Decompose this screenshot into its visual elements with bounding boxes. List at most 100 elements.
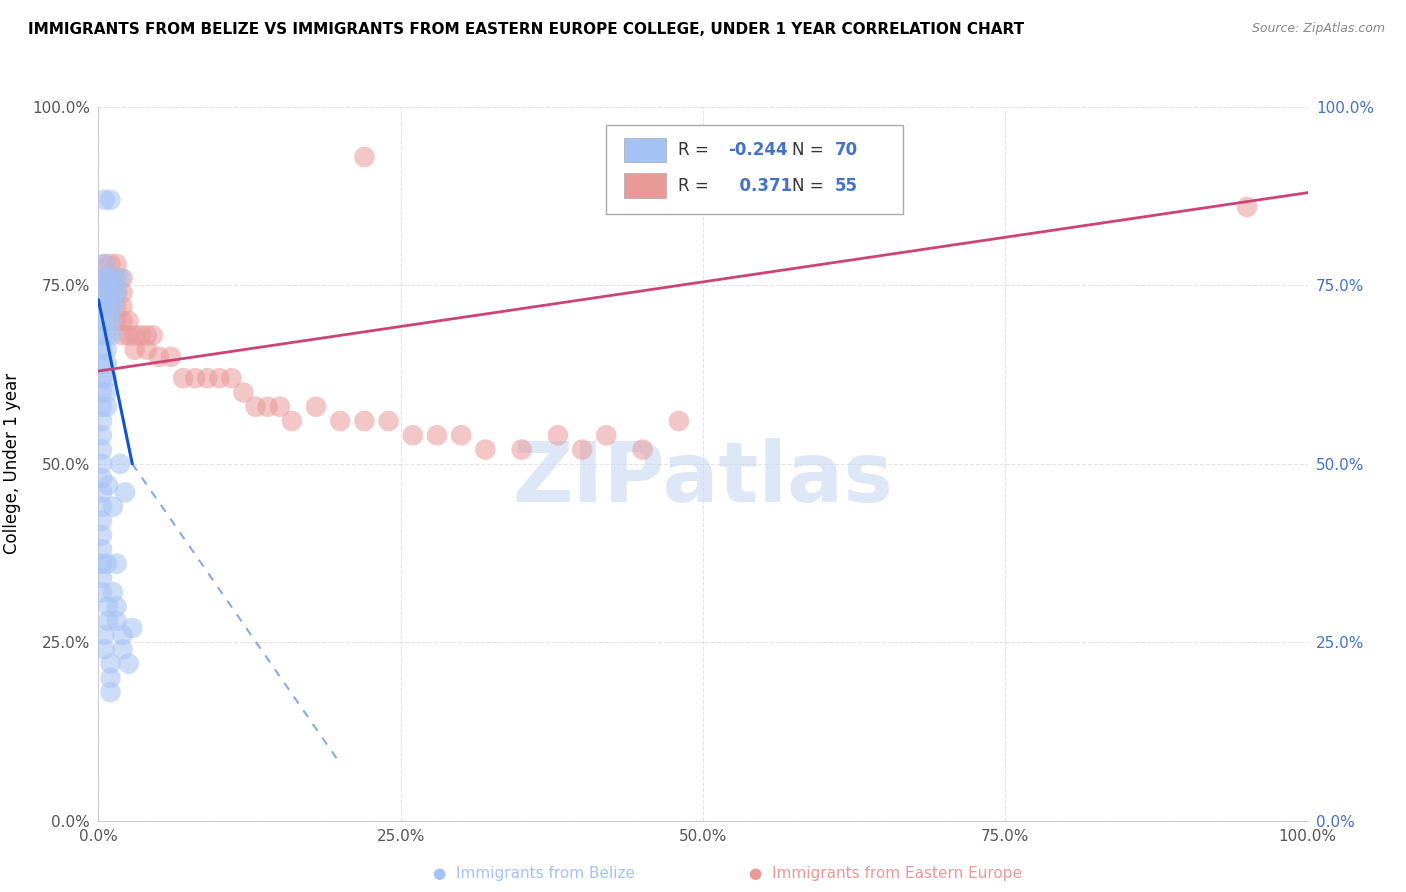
Point xyxy=(91,571,114,585)
Point xyxy=(111,628,134,642)
Point xyxy=(111,285,134,300)
Point xyxy=(93,271,115,285)
Point xyxy=(108,271,131,285)
Point xyxy=(96,371,118,385)
Point xyxy=(91,485,114,500)
Point xyxy=(93,285,115,300)
Point xyxy=(450,428,472,442)
Point xyxy=(91,328,114,343)
Point xyxy=(91,314,114,328)
Text: IMMIGRANTS FROM BELIZE VS IMMIGRANTS FROM EASTERN EUROPE COLLEGE, UNDER 1 YEAR C: IMMIGRANTS FROM BELIZE VS IMMIGRANTS FRO… xyxy=(28,22,1024,37)
Point xyxy=(93,193,115,207)
Point xyxy=(118,657,141,671)
Point xyxy=(96,400,118,414)
Point xyxy=(93,257,115,271)
Point xyxy=(93,257,115,271)
Point xyxy=(91,271,114,285)
Point xyxy=(105,614,128,628)
Point xyxy=(111,314,134,328)
Point xyxy=(111,271,134,285)
Text: 70: 70 xyxy=(835,141,858,159)
Text: Source: ZipAtlas.com: Source: ZipAtlas.com xyxy=(1251,22,1385,36)
Point xyxy=(105,300,128,314)
Point xyxy=(1236,200,1258,214)
Point xyxy=(94,285,117,300)
Point xyxy=(510,442,533,457)
Text: -0.244: -0.244 xyxy=(728,141,787,159)
Point xyxy=(118,328,141,343)
Point xyxy=(103,300,125,314)
Point xyxy=(91,385,114,400)
Point xyxy=(91,400,114,414)
Point xyxy=(668,414,690,428)
Point xyxy=(97,599,120,614)
Point xyxy=(124,343,146,357)
Point xyxy=(100,257,122,271)
Point xyxy=(474,442,496,457)
Point xyxy=(547,428,569,442)
Point xyxy=(100,671,122,685)
Point xyxy=(208,371,231,385)
Point xyxy=(107,285,129,300)
Point xyxy=(91,500,114,514)
Point xyxy=(124,328,146,343)
Point xyxy=(135,343,157,357)
Point xyxy=(96,385,118,400)
Text: ●  Immigrants from Belize: ● Immigrants from Belize xyxy=(433,866,636,881)
Point xyxy=(96,357,118,371)
Text: 0.371: 0.371 xyxy=(728,177,793,194)
Point xyxy=(129,328,152,343)
Point xyxy=(101,293,124,307)
Point xyxy=(91,442,114,457)
Y-axis label: College, Under 1 year: College, Under 1 year xyxy=(3,373,21,555)
Point xyxy=(100,300,122,314)
Point xyxy=(221,371,243,385)
Point xyxy=(111,300,134,314)
Point xyxy=(94,300,117,314)
Point xyxy=(245,400,267,414)
Point xyxy=(91,471,114,485)
Point xyxy=(91,428,114,442)
Point xyxy=(108,457,131,471)
Text: R =: R = xyxy=(678,141,714,159)
Point xyxy=(100,271,122,285)
Point xyxy=(100,685,122,699)
Point xyxy=(91,300,114,314)
Text: ZIPatlas: ZIPatlas xyxy=(513,438,893,518)
Point xyxy=(269,400,291,414)
Point xyxy=(91,514,114,528)
Point xyxy=(98,285,121,300)
FancyBboxPatch shape xyxy=(624,137,665,162)
Point xyxy=(96,328,118,343)
Point xyxy=(97,478,120,492)
Point xyxy=(118,314,141,328)
Point xyxy=(94,271,117,285)
Point xyxy=(103,285,125,300)
Point xyxy=(353,414,375,428)
Point xyxy=(105,285,128,300)
Point xyxy=(100,271,122,285)
Point xyxy=(595,428,617,442)
Point xyxy=(353,150,375,164)
Point xyxy=(105,271,128,285)
Point xyxy=(105,599,128,614)
Text: 55: 55 xyxy=(835,177,858,194)
Point xyxy=(571,442,593,457)
Point xyxy=(91,457,114,471)
Point xyxy=(93,628,115,642)
Point xyxy=(402,428,425,442)
Point xyxy=(184,371,207,385)
Point xyxy=(97,278,120,293)
Point xyxy=(111,642,134,657)
Point xyxy=(101,500,124,514)
Point xyxy=(114,485,136,500)
Point xyxy=(101,585,124,599)
Point xyxy=(148,350,170,364)
Point xyxy=(135,328,157,343)
Point xyxy=(105,314,128,328)
Text: R =: R = xyxy=(678,177,714,194)
Point xyxy=(100,193,122,207)
FancyBboxPatch shape xyxy=(624,173,665,198)
Point xyxy=(91,585,114,599)
Point xyxy=(104,271,127,285)
